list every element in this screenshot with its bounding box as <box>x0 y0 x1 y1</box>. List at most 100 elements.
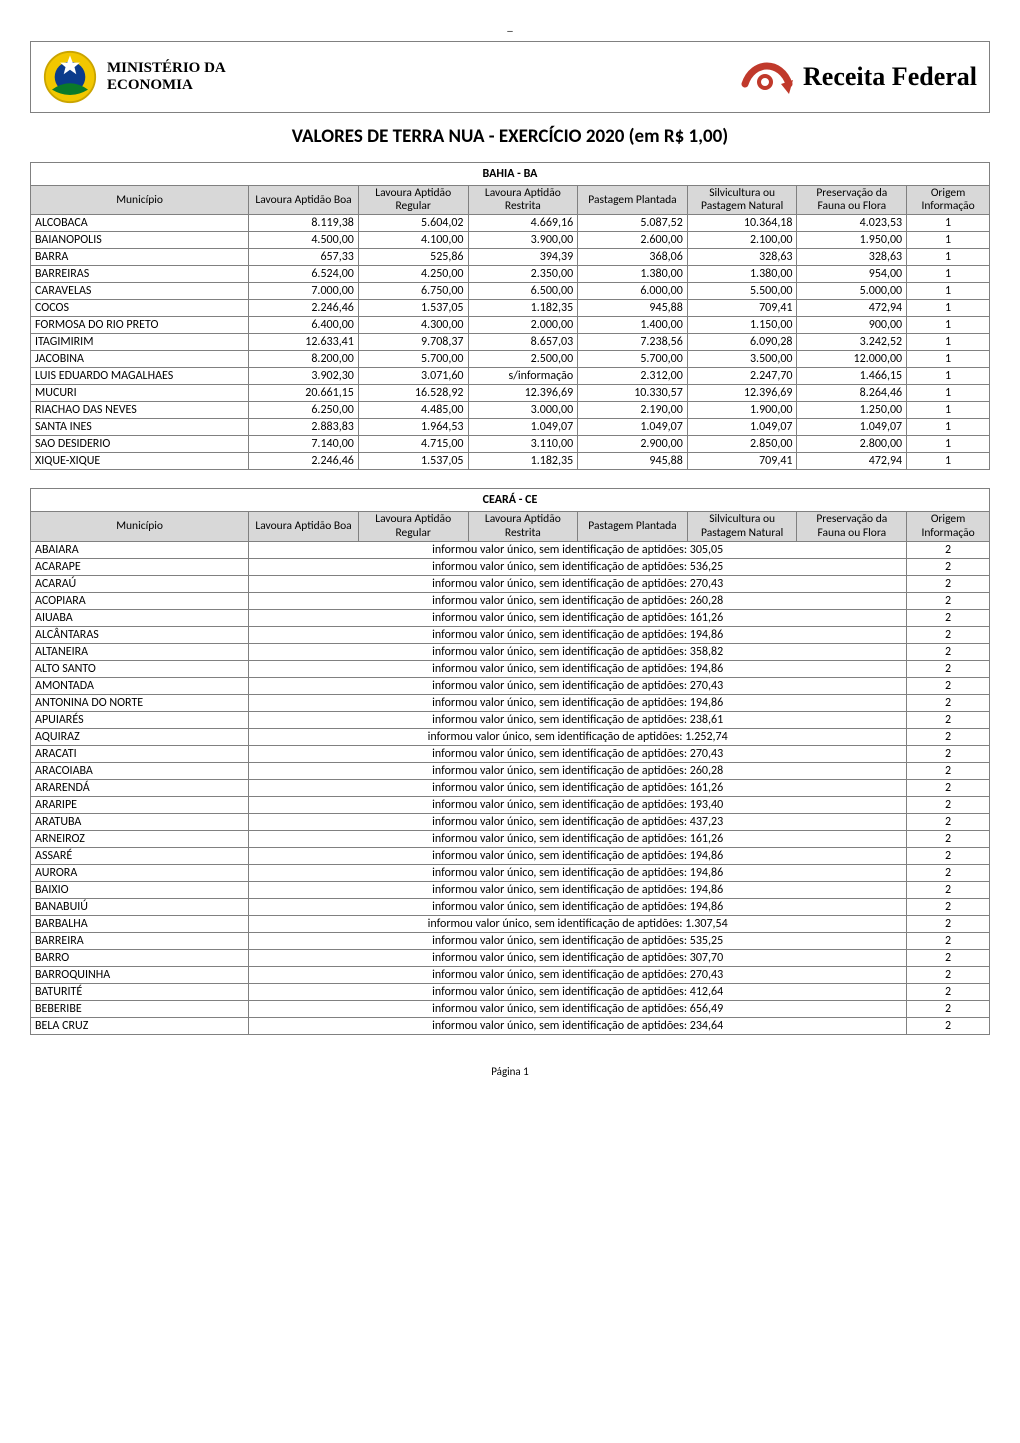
cell-value: 525,86 <box>358 249 468 266</box>
cell-value: 394,39 <box>468 249 578 266</box>
cell-merged-info: informou valor único, sem identificação … <box>249 864 907 881</box>
receita-federal-icon <box>741 54 793 100</box>
cell-value: 709,41 <box>687 300 797 317</box>
cell-value: 6.500,00 <box>468 283 578 300</box>
table-header-row: Município Lavoura Aptidão Boa Lavoura Ap… <box>31 186 990 215</box>
cell-value: 12.633,41 <box>249 334 359 351</box>
cell-origem: 2 <box>907 881 990 898</box>
cell-municipio: BELA CRUZ <box>31 1017 249 1034</box>
cell-value: 6.524,00 <box>249 266 359 283</box>
cell-value: 1.049,07 <box>468 419 578 436</box>
cell-value: 4.100,00 <box>358 232 468 249</box>
cell-value: 5.700,00 <box>358 351 468 368</box>
cell-value: 472,94 <box>797 300 907 317</box>
receita-logo-wrap: Receita Federal <box>741 54 977 100</box>
table-row: SANTA INES2.883,831.964,531.049,071.049,… <box>31 419 990 436</box>
cell-origem: 1 <box>907 215 990 232</box>
cell-value: 5.087,52 <box>578 215 688 232</box>
cell-origem: 2 <box>907 677 990 694</box>
table-row: ARNEIROZinformou valor único, sem identi… <box>31 830 990 847</box>
table-row: BARROinformou valor único, sem identific… <box>31 949 990 966</box>
cell-municipio: JACOBINA <box>31 351 249 368</box>
cell-value: 1.150,00 <box>687 317 797 334</box>
cell-origem: 1 <box>907 283 990 300</box>
table-row: JACOBINA8.200,005.700,002.500,005.700,00… <box>31 351 990 368</box>
col-preservacao: Preservação da Fauna ou Flora <box>797 186 907 215</box>
cell-merged-info: informou valor único, sem identificação … <box>249 660 907 677</box>
brazil-seal-icon <box>43 50 97 104</box>
cell-value: 4.250,00 <box>358 266 468 283</box>
cell-merged-info: informou valor único, sem identificação … <box>249 830 907 847</box>
cell-merged-info: informou valor único, sem identificação … <box>249 711 907 728</box>
cell-origem: 1 <box>907 419 990 436</box>
cell-origem: 1 <box>907 351 990 368</box>
cell-municipio: SAO DESIDERIO <box>31 436 249 453</box>
table-row: ARARIPEinformou valor único, sem identif… <box>31 796 990 813</box>
cell-origem: 2 <box>907 864 990 881</box>
cell-municipio: APUIARÉS <box>31 711 249 728</box>
table-row: BARBALHAinformou valor único, sem identi… <box>31 915 990 932</box>
cell-value: 6.400,00 <box>249 317 359 334</box>
cell-value: 6.090,28 <box>687 334 797 351</box>
cell-value: 2.246,46 <box>249 453 359 470</box>
cell-value: 6.250,00 <box>249 402 359 419</box>
table-row: LUIS EDUARDO MAGALHAES3.902,303.071,60s/… <box>31 368 990 385</box>
cell-value: 2.100,00 <box>687 232 797 249</box>
cell-municipio: ABAIARA <box>31 541 249 558</box>
cell-municipio: RIACHAO DAS NEVES <box>31 402 249 419</box>
cell-value: 16.528,92 <box>358 385 468 402</box>
col-municipio: Município <box>31 512 249 541</box>
cell-value: 1.964,53 <box>358 419 468 436</box>
cell-municipio: ALTANEIRA <box>31 643 249 660</box>
table-row: ITAGIMIRIM12.633,419.708,378.657,037.238… <box>31 334 990 351</box>
cell-value: 1.049,07 <box>797 419 907 436</box>
cell-municipio: ARATUBA <box>31 813 249 830</box>
cell-origem: 2 <box>907 796 990 813</box>
cell-origem: 2 <box>907 643 990 660</box>
cell-origem: 2 <box>907 779 990 796</box>
cell-value: 1.900,00 <box>687 402 797 419</box>
cell-merged-info: informou valor único, sem identificação … <box>249 643 907 660</box>
cell-origem: 1 <box>907 385 990 402</box>
cell-value: 8.264,46 <box>797 385 907 402</box>
cell-municipio: ARARIPE <box>31 796 249 813</box>
cell-municipio: AQUIRAZ <box>31 728 249 745</box>
table-row: MUCURI20.661,1516.528,9212.396,6910.330,… <box>31 385 990 402</box>
cell-merged-info: informou valor único, sem identificação … <box>249 728 907 745</box>
cell-origem: 2 <box>907 711 990 728</box>
cell-origem: 2 <box>907 575 990 592</box>
cell-origem: 2 <box>907 609 990 626</box>
cell-origem: 2 <box>907 592 990 609</box>
table-row: ACARAPEinformou valor único, sem identif… <box>31 558 990 575</box>
table-row: ARARENDÁinformou valor único, sem identi… <box>31 779 990 796</box>
cell-value: 1.537,05 <box>358 300 468 317</box>
cell-origem: 2 <box>907 915 990 932</box>
ministry-name: MINISTÉRIO DA ECONOMIA <box>107 60 226 95</box>
cell-value: 954,00 <box>797 266 907 283</box>
table-row: ALTO SANTOinformou valor único, sem iden… <box>31 660 990 677</box>
cell-municipio: ALCOBACA <box>31 215 249 232</box>
cell-merged-info: informou valor único, sem identificação … <box>249 558 907 575</box>
table-row: APUIARÉSinformou valor único, sem identi… <box>31 711 990 728</box>
cell-value: 8.119,38 <box>249 215 359 232</box>
cell-origem: 2 <box>907 1017 990 1034</box>
cell-merged-info: informou valor único, sem identificação … <box>249 575 907 592</box>
cell-value: 7.140,00 <box>249 436 359 453</box>
cell-municipio: BARRA <box>31 249 249 266</box>
col-municipio: Município <box>31 186 249 215</box>
table-row: ALCOBACA8.119,385.604,024.669,165.087,52… <box>31 215 990 232</box>
table-row: AIUABAinformou valor único, sem identifi… <box>31 609 990 626</box>
col-preservacao: Preservação da Fauna ou Flora <box>797 512 907 541</box>
cell-value: 2.800,00 <box>797 436 907 453</box>
table-row: ARACATIinformou valor único, sem identif… <box>31 745 990 762</box>
cell-merged-info: informou valor único, sem identificação … <box>249 626 907 643</box>
bahia-table: Município Lavoura Aptidão Boa Lavoura Ap… <box>30 185 990 470</box>
cell-municipio: ITAGIMIRIM <box>31 334 249 351</box>
cell-value: s/informação <box>468 368 578 385</box>
col-origem: Origem Informação <box>907 512 990 541</box>
cell-value: 1.380,00 <box>578 266 688 283</box>
table-row: ARATUBAinformou valor único, sem identif… <box>31 813 990 830</box>
cell-origem: 2 <box>907 762 990 779</box>
table-row: BARROQUINHAinformou valor único, sem ide… <box>31 966 990 983</box>
table-row: BEBERIBEinformou valor único, sem identi… <box>31 1000 990 1017</box>
